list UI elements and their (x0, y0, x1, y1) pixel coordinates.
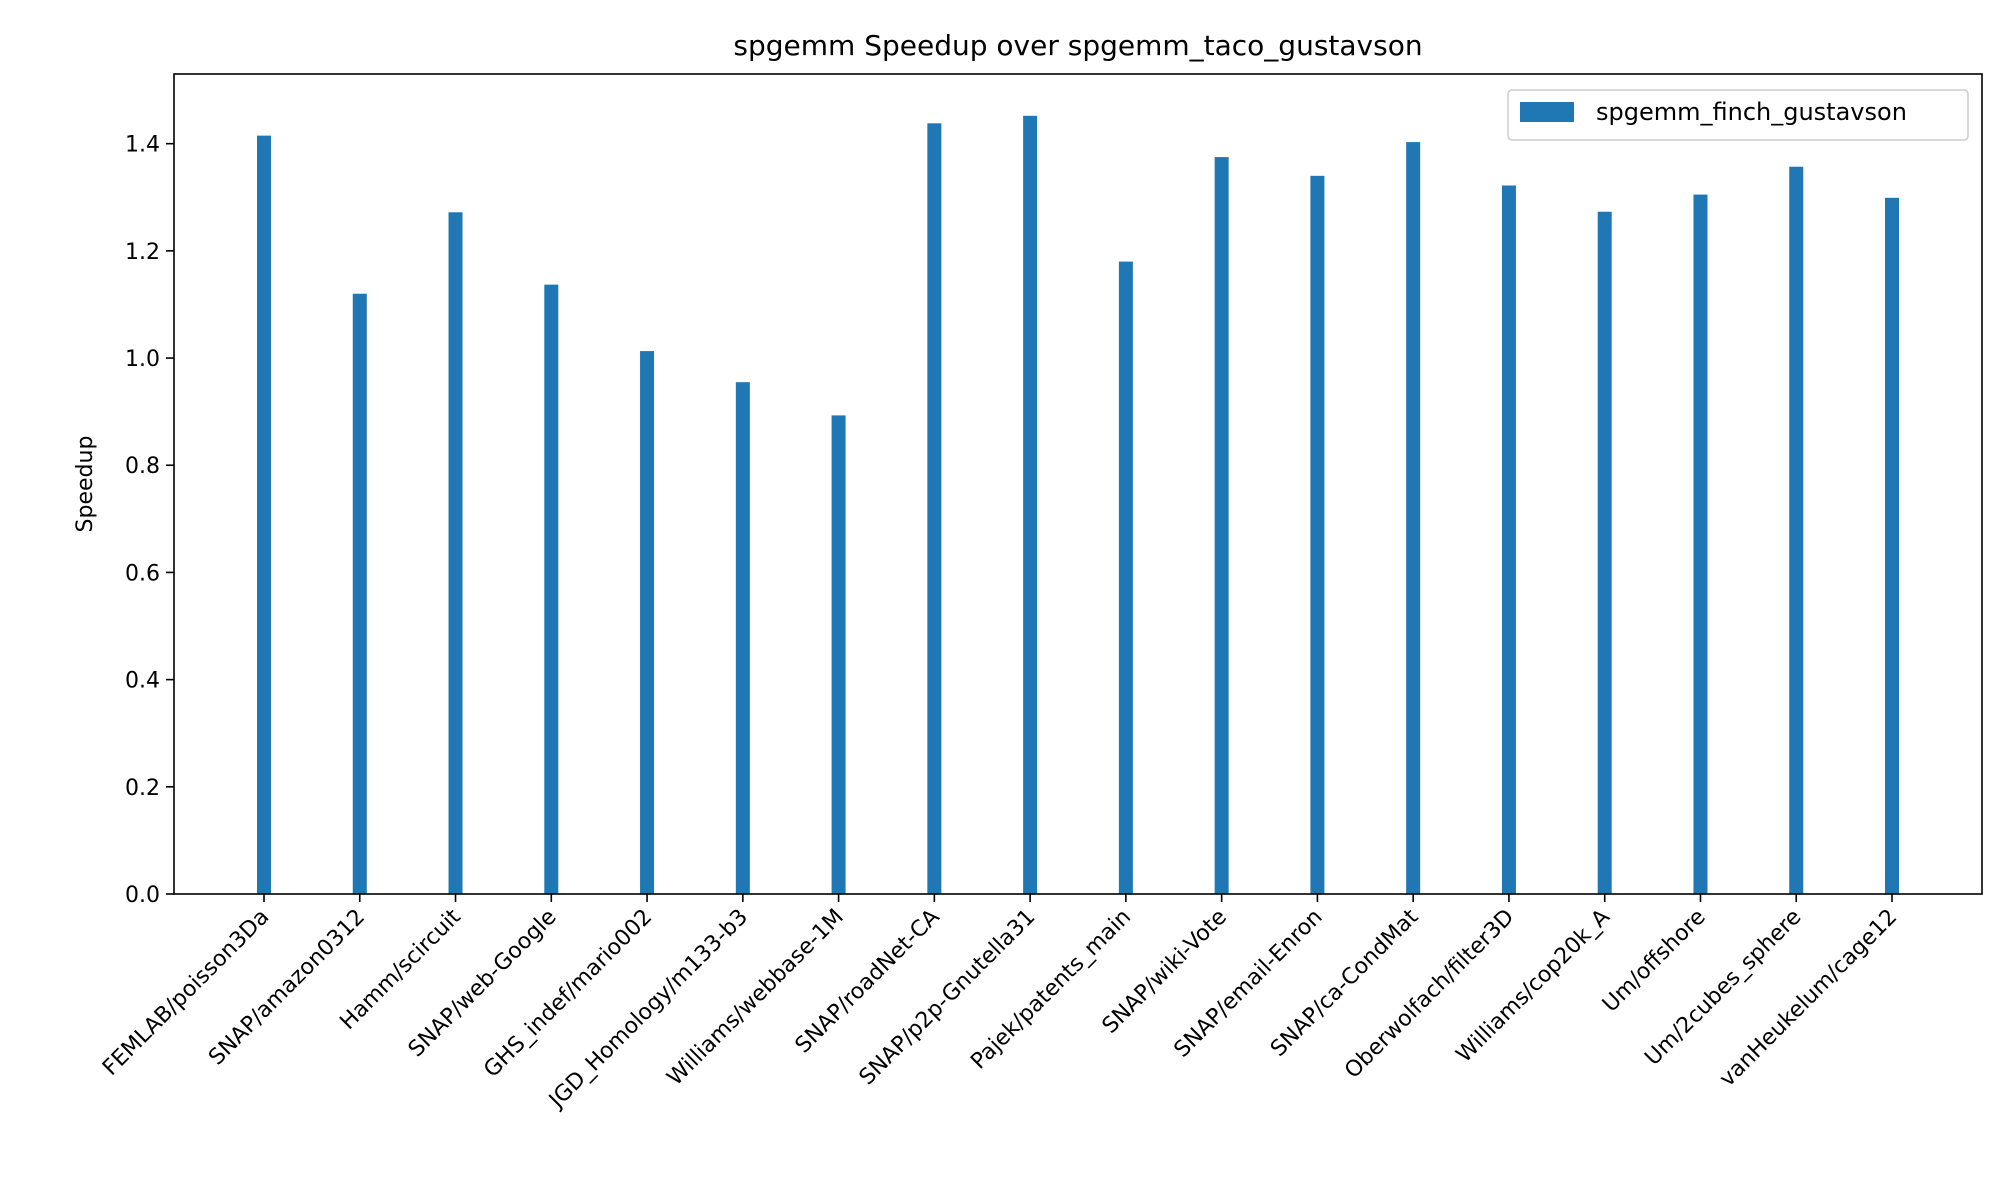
y-tick-label: 1.2 (125, 240, 160, 265)
chart-title: spgemm Speedup over spgemm_taco_gustavso… (733, 29, 1422, 62)
bar (1597, 211, 1612, 895)
y-tick-label: 0.4 (125, 669, 160, 694)
bar-series (257, 115, 1899, 895)
plot-frame (173, 73, 1983, 895)
y-tick-label: 0.2 (125, 776, 160, 801)
bar (1310, 175, 1325, 894)
y-tick-label: 1.0 (125, 347, 160, 372)
y-tick-label: 1.4 (125, 133, 160, 158)
legend-swatch (1520, 102, 1574, 122)
bar (1214, 157, 1229, 894)
bar (1023, 115, 1038, 894)
bar (257, 135, 271, 895)
legend-box (1507, 89, 1969, 141)
bar (640, 351, 655, 894)
bar (352, 293, 367, 895)
y-tick-label: 0.0 (125, 883, 160, 908)
bar (448, 212, 463, 894)
bar (1118, 261, 1133, 895)
legend: spgemm_finch_gustavson (1507, 89, 1969, 141)
y-tick-label: 0.6 (125, 561, 160, 586)
bar (1885, 197, 1899, 894)
legend-label: spgemm_finch_gustavson (1596, 98, 1907, 126)
bar (1789, 166, 1804, 895)
bar (1406, 142, 1421, 894)
bar (1693, 194, 1708, 894)
bar (544, 284, 559, 894)
y-axis-label: Speedup (73, 436, 98, 533)
bar (1501, 185, 1516, 895)
y-tick-label: 0.8 (125, 454, 160, 479)
bar (831, 415, 846, 894)
bar (927, 123, 942, 894)
y-axis: 0.0 0.2 0.4 0.6 0.8 1.0 1.2 1.4 (125, 133, 174, 908)
bar (735, 382, 750, 894)
